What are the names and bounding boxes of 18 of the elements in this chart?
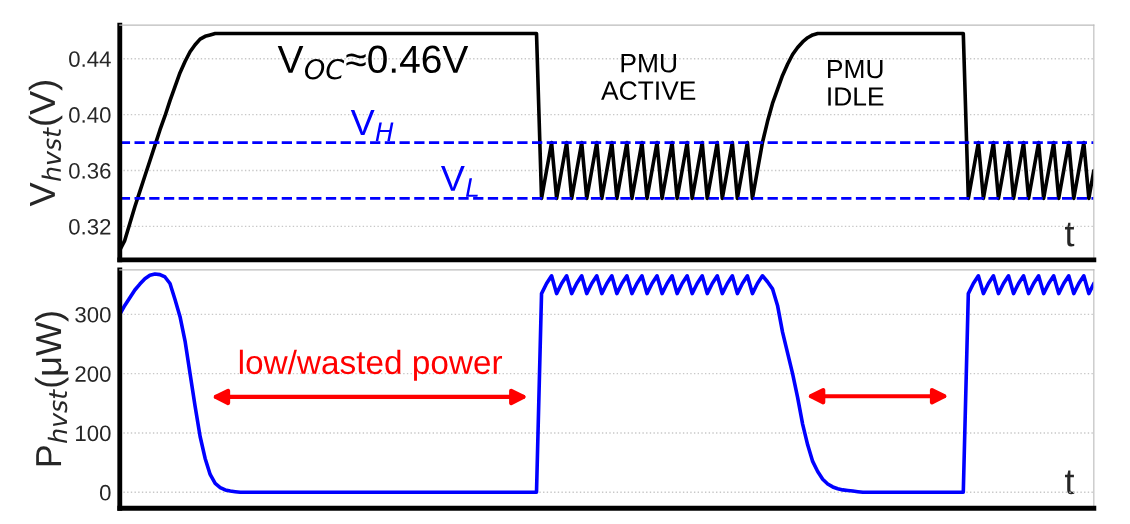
annotation: PMU IDLE <box>828 59 884 106</box>
annotation: V$_{OC}$≈0.46V <box>277 45 469 80</box>
y-axis-title: P$_{hvst}$(μW) <box>34 312 69 466</box>
y-tick-label: 100 <box>76 425 111 442</box>
y-tick-label: 300 <box>75 306 111 323</box>
annotation: PMU ACTIVE <box>601 54 696 100</box>
ref-line-label: V$_{H}$ <box>350 110 394 141</box>
y-tick-label: 0.44 <box>69 51 111 67</box>
x-axis-title: t <box>1065 222 1075 247</box>
annotation: low/wasted power <box>239 349 503 381</box>
y-tick-label: 0.40 <box>69 107 111 123</box>
y-axis-title: V$_{hvst}$(V) <box>28 81 63 207</box>
y-tick-label: 0.36 <box>69 163 111 179</box>
x-axis-title: t <box>1065 470 1075 495</box>
ref-line-label: V$_{L}$ <box>441 166 478 197</box>
y-tick-label: 200 <box>75 366 111 382</box>
y-tick-label: 0.32 <box>69 218 111 235</box>
y-tick-label: 0 <box>99 484 111 501</box>
